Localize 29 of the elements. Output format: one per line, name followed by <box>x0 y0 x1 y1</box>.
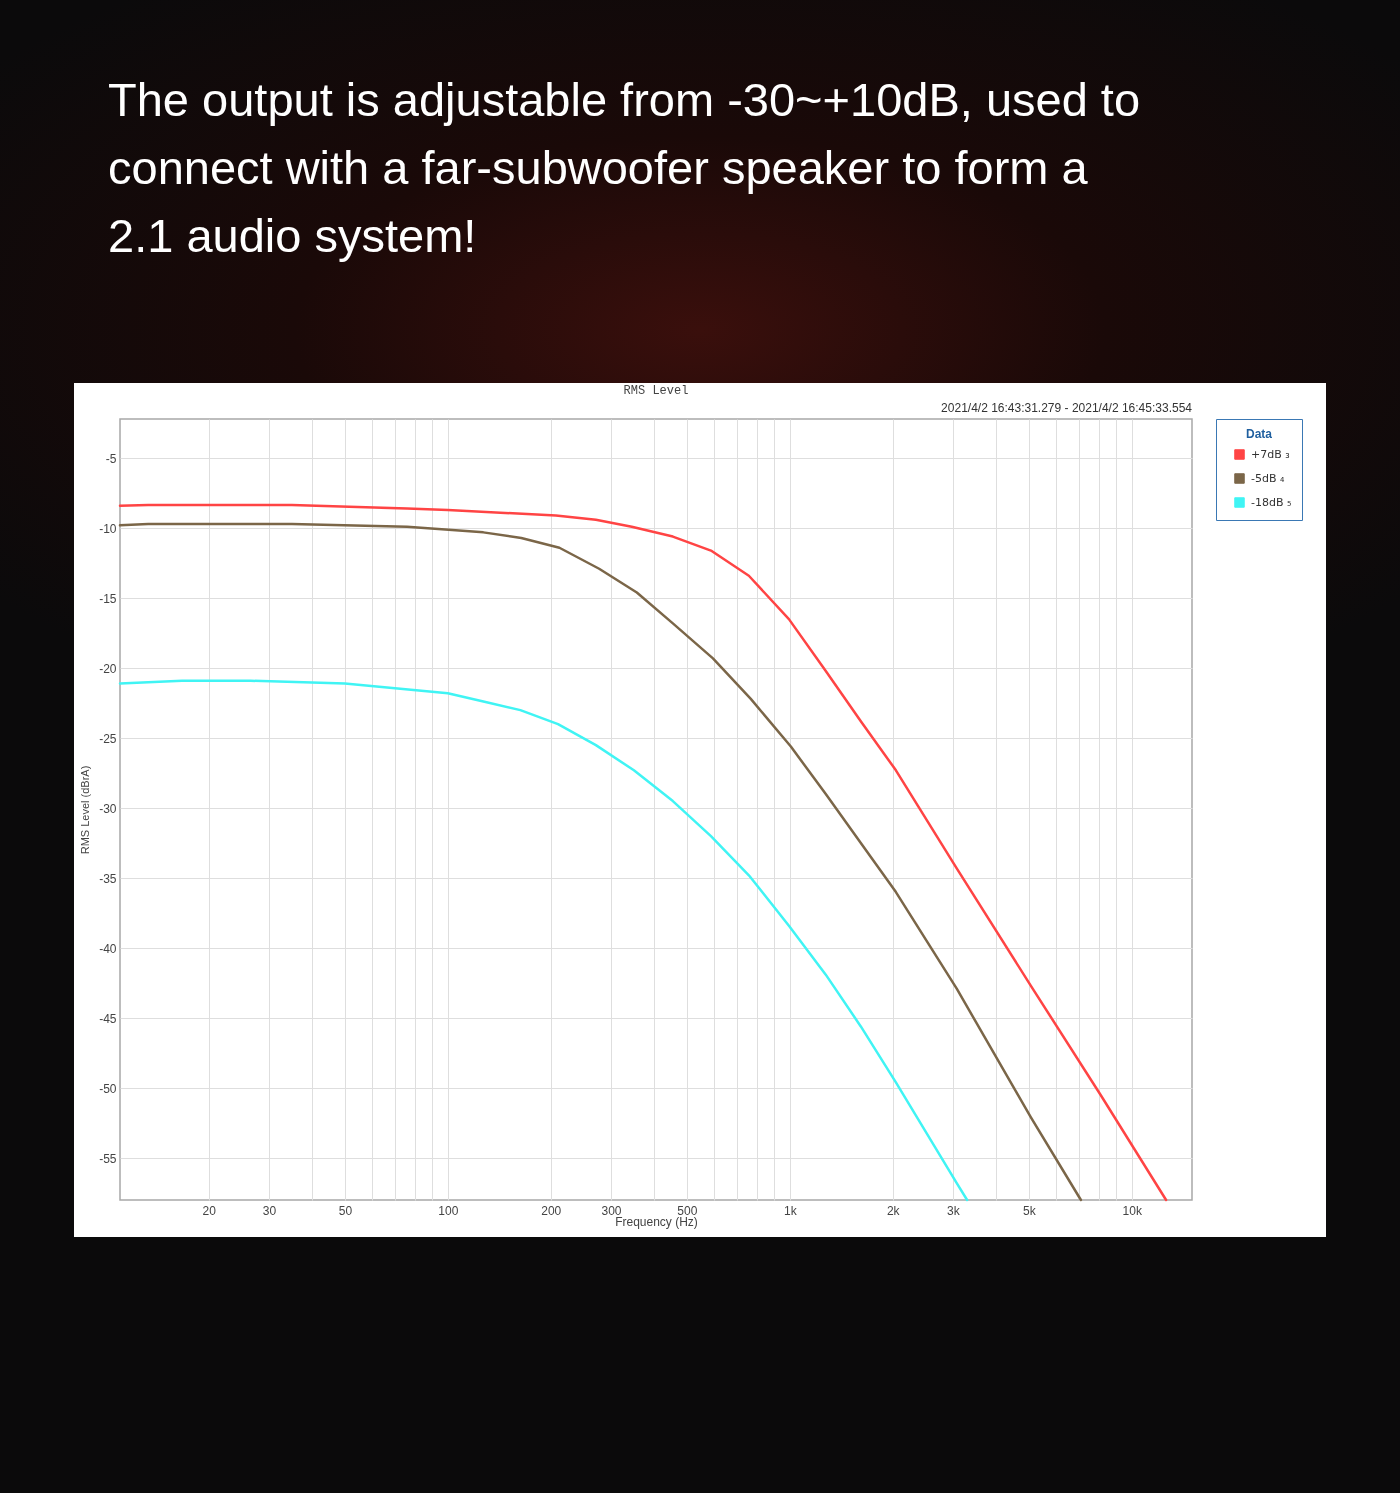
x-tick-label: 3k <box>947 1203 961 1218</box>
x-tick-label: 100 <box>438 1203 459 1218</box>
x-tick-label: 30 <box>262 1203 277 1218</box>
y-tick-label: -55 <box>99 1151 117 1166</box>
y-tick-label: -40 <box>99 941 117 956</box>
legend-title: Data <box>1245 427 1273 441</box>
legend-label: +7dB ₃ <box>1251 447 1290 461</box>
y-tick-label: -15 <box>99 591 117 606</box>
legend-label: -18dB ₅ <box>1251 495 1292 509</box>
x-tick-label: 1k <box>783 1203 798 1218</box>
y-tick-label: -45 <box>99 1011 117 1026</box>
x-tick-label: 2k <box>886 1203 901 1218</box>
text: 2021/4/2 16:43:31.279 - 2021/4/2 16:45:33.554 <box>941 401 1193 415</box>
chart-title: The output is adjustable from -30~+10dB, used to connect with a far-subwoofer speaker to form a 2.1 audio system! <box>108 72 1142 264</box>
chart-subtitle: RMS Level <box>623 384 689 398</box>
x-tick-label: 50 <box>338 1203 353 1218</box>
y-axis-title: RMS Level (dBrA) <box>79 765 92 855</box>
x-tick-label: 5k <box>1022 1203 1037 1218</box>
legend-label: -5dB ₄ <box>1251 471 1285 485</box>
y-tick-label: -50 <box>99 1081 117 1096</box>
y-tick-label: -10 <box>99 521 117 536</box>
y-tick-label: -35 <box>99 871 117 886</box>
y-tick-label: -25 <box>99 731 117 746</box>
x-tick-label: 200 <box>541 1203 562 1218</box>
y-tick-label: -20 <box>99 661 117 676</box>
x-tick-label: 10k <box>1122 1203 1143 1218</box>
y-tick-label: -5 <box>105 451 117 466</box>
x-tick-label: 20 <box>202 1203 217 1218</box>
y-tick-label: -30 <box>99 801 117 816</box>
